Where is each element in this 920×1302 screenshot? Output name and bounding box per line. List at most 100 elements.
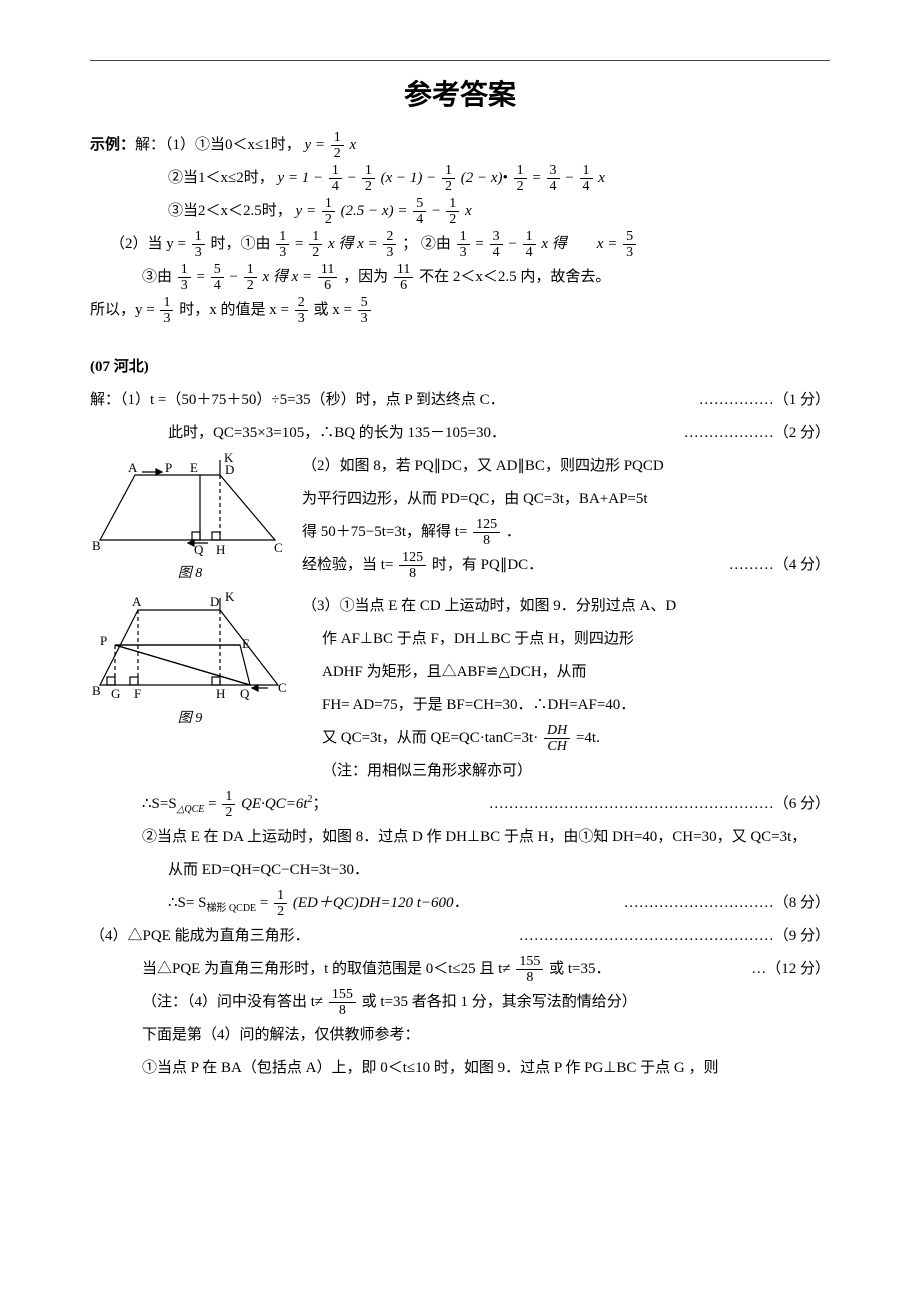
example-p2-line1: （2）当 y = 13 时，①由 13 = 12 x 得 x = 23 ； ②由… bbox=[90, 228, 830, 261]
p2-f5: 34 bbox=[490, 229, 503, 261]
figure-9: A D K P E B G F H Q C bbox=[90, 590, 290, 705]
p3-l3: ADHF 为矩形，且△ABF≌△DCH，从而 bbox=[302, 656, 830, 689]
p3-l2: 作 AF⊥BC 于点 F，DH⊥BC 于点 H，则四边形 bbox=[302, 623, 830, 656]
svg-text:E: E bbox=[242, 636, 250, 651]
p2b-f5: 116 bbox=[394, 262, 413, 294]
p2-m4: = bbox=[475, 236, 483, 252]
p3-text: （3）①当点 E 在 CD 上运动时，如图 9．分别过点 A、D 作 AF⊥BC… bbox=[302, 590, 830, 788]
p4-l2-dots: …（12 分） bbox=[751, 953, 830, 986]
ex2-cond: 1＜x≤2时， bbox=[198, 170, 274, 186]
p3-l5: 又 QC=3t，从而 QE=QC·tanC=3t· DHCH =4t. bbox=[302, 722, 830, 755]
svg-text:P: P bbox=[165, 460, 172, 475]
fig9-caption: 图 9 bbox=[90, 707, 290, 727]
concl-m2: 或 x = bbox=[313, 302, 351, 318]
p4-l1: （4）△PQE 能成为直角三角形． ……………………………………………（9 分） bbox=[90, 920, 830, 953]
ex2-m4: = bbox=[532, 170, 540, 186]
p2-l1: （2）如图 8，若 PQ∥DC，又 AD∥BC，则四边形 PQCD bbox=[302, 450, 830, 483]
ex3-eq: y = bbox=[296, 203, 317, 219]
p2b-m2: − bbox=[229, 269, 237, 285]
ex1-label: 解：（1）①当 bbox=[135, 137, 225, 153]
p2-l4: 经检验，当 t= 1258 时，有 PQ∥DC． ………（4 分） bbox=[302, 549, 830, 582]
svg-text:E: E bbox=[190, 460, 198, 475]
p3-l5b: =4t. bbox=[576, 730, 600, 746]
ex3-m1: (2.5 − x) = bbox=[341, 203, 408, 219]
ex2-m1: − bbox=[348, 170, 356, 186]
p6-a: ∴S=S bbox=[142, 796, 177, 812]
note-frac: 1558 bbox=[329, 987, 356, 1019]
example-line-3: ③当2＜x＜2.5时， y = 12 (2.5 − x) = 54 − 12 x bbox=[90, 195, 830, 228]
ex2-eq: y = 1 − bbox=[278, 170, 324, 186]
fig9-col: A D K P E B G F H Q C 图 9 bbox=[90, 590, 290, 727]
fig8-col: A P E D K B Q H C 图 8 bbox=[90, 450, 290, 582]
p2b-tail: 不在 2＜x＜2.5 内，故舍去。 bbox=[419, 269, 610, 285]
svg-text:G: G bbox=[111, 686, 120, 701]
figure-8: A P E D K B Q H C bbox=[90, 450, 290, 560]
svg-text:F: F bbox=[134, 686, 141, 701]
p2-f0: 13 bbox=[192, 229, 205, 261]
fig8-caption: 图 8 bbox=[90, 562, 290, 582]
concl-f1: 13 bbox=[160, 295, 173, 327]
svg-text:P: P bbox=[100, 633, 107, 648]
p4-l1a: （4）△PQE 能成为直角三角形． bbox=[90, 928, 310, 944]
p2b-m4: ，因为 bbox=[343, 269, 388, 285]
svg-text:Q: Q bbox=[240, 686, 250, 701]
p6-c: QE·QC=6t bbox=[241, 796, 307, 812]
hebei-l1b: ……………（1 分） bbox=[699, 384, 830, 417]
p2-l3b: ． bbox=[506, 524, 521, 540]
p6-b: = bbox=[208, 796, 216, 812]
ex3-f3: 12 bbox=[446, 196, 459, 228]
p2-l2: 为平行四边形，从而 PD=QC，由 QC=3t，BA+AP=5t bbox=[302, 483, 830, 516]
teacher-line: 下面是第（4）问的解法，仅供教师参考： bbox=[90, 1019, 830, 1052]
concl-m1: 时，x 的值是 x = bbox=[179, 302, 289, 318]
p2-l3: 得 50＋75−5t=3t，解得 t= 1258 ． bbox=[302, 516, 830, 549]
p2-l3-frac: 1258 bbox=[473, 517, 500, 549]
hebei-l2b: ………………（2 分） bbox=[684, 417, 830, 450]
tail-line: ①当点 P 在 BA（包括点 A）上，即 0＜t≤10 时，如图 9．过点 P … bbox=[90, 1052, 830, 1085]
ex3-f2: 54 bbox=[413, 196, 426, 228]
ex1-frac: 12 bbox=[331, 130, 344, 162]
score-6: ∴S=S△QCE = 12 QE·QC=6t2； ………………………………………… bbox=[90, 788, 830, 821]
example-line-1: 示例：解：（1）①当0＜x≤1时， y = 12 x bbox=[90, 129, 830, 162]
score-8: ∴S= S梯形 QCDE = 12 (ED＋QC)DH=120 t−600． …… bbox=[90, 887, 830, 920]
fig8-row: A P E D K B Q H C 图 8 （2）如图 8，若 PQ∥DC，又 … bbox=[90, 450, 830, 582]
example-head: 示例： bbox=[90, 137, 135, 153]
ex3-cond: 2＜x＜2.5时， bbox=[198, 203, 292, 219]
svg-text:K: K bbox=[225, 590, 235, 604]
svg-text:D: D bbox=[210, 594, 219, 609]
svg-text:A: A bbox=[128, 460, 138, 475]
note-b: 或 t=35 者各扣 1 分，其余写法酌情给分） bbox=[362, 994, 637, 1010]
hebei-l2a: 此时，QC=35×3=105，∴BQ 的长为 135－105=30． bbox=[168, 425, 506, 441]
ex2-label: ②当 bbox=[168, 170, 198, 186]
p2-m7: x = bbox=[597, 236, 618, 252]
p2-f3: 23 bbox=[383, 229, 396, 261]
top-rule bbox=[90, 60, 830, 61]
hebei-header: (07 河北) bbox=[90, 351, 830, 384]
ex1-cond: 0＜x≤1时， bbox=[225, 137, 301, 153]
p2-l4-frac: 1258 bbox=[399, 550, 426, 582]
p2b-m1: = bbox=[197, 269, 205, 285]
ex2-f4: 12 bbox=[514, 163, 527, 195]
concl-f2: 23 bbox=[295, 295, 308, 327]
p8-b: = bbox=[260, 895, 268, 911]
p3-l5a: 又 QC=3t，从而 QE=QC·tanC=3t· bbox=[322, 730, 538, 746]
ex2-m5: − bbox=[565, 170, 573, 186]
svg-text:A: A bbox=[132, 594, 142, 609]
fig9-row: A D K P E B G F H Q C 图 9 （3）①当点 E 在 CD … bbox=[90, 590, 830, 788]
ex2-m2: (x − 1) − bbox=[381, 170, 437, 186]
p2-f7: 53 bbox=[623, 229, 636, 261]
p2-m3: ； ②由 bbox=[402, 236, 451, 252]
p2b-f2: 54 bbox=[211, 262, 224, 294]
p2b-head: ③由 bbox=[142, 269, 172, 285]
p2-head: （2）当 y = bbox=[110, 236, 186, 252]
svg-text:B: B bbox=[92, 683, 101, 698]
p6-sub: △QCE bbox=[177, 804, 205, 815]
svg-text:B: B bbox=[92, 538, 101, 553]
p8-c: (ED＋QC)DH=120 t−600． bbox=[293, 895, 469, 911]
p2-m1: = bbox=[295, 236, 303, 252]
p4-l2: 当△PQE 为直角三角形时，t 的取值范围是 0＜t≤25 且 t≠ 1558 … bbox=[90, 953, 830, 986]
p3-l5-frac: DHCH bbox=[544, 723, 570, 755]
p2-f6: 14 bbox=[523, 229, 536, 261]
p3-l1: （3）①当点 E 在 CD 上运动时，如图 9．分别过点 A、D bbox=[302, 590, 830, 623]
p2-l4c: ………（4 分） bbox=[729, 549, 830, 582]
hebei-l1: 解：（1）t =（50＋75＋50）÷5=35（秒）时，点 P 到达终点 C． … bbox=[90, 384, 830, 417]
